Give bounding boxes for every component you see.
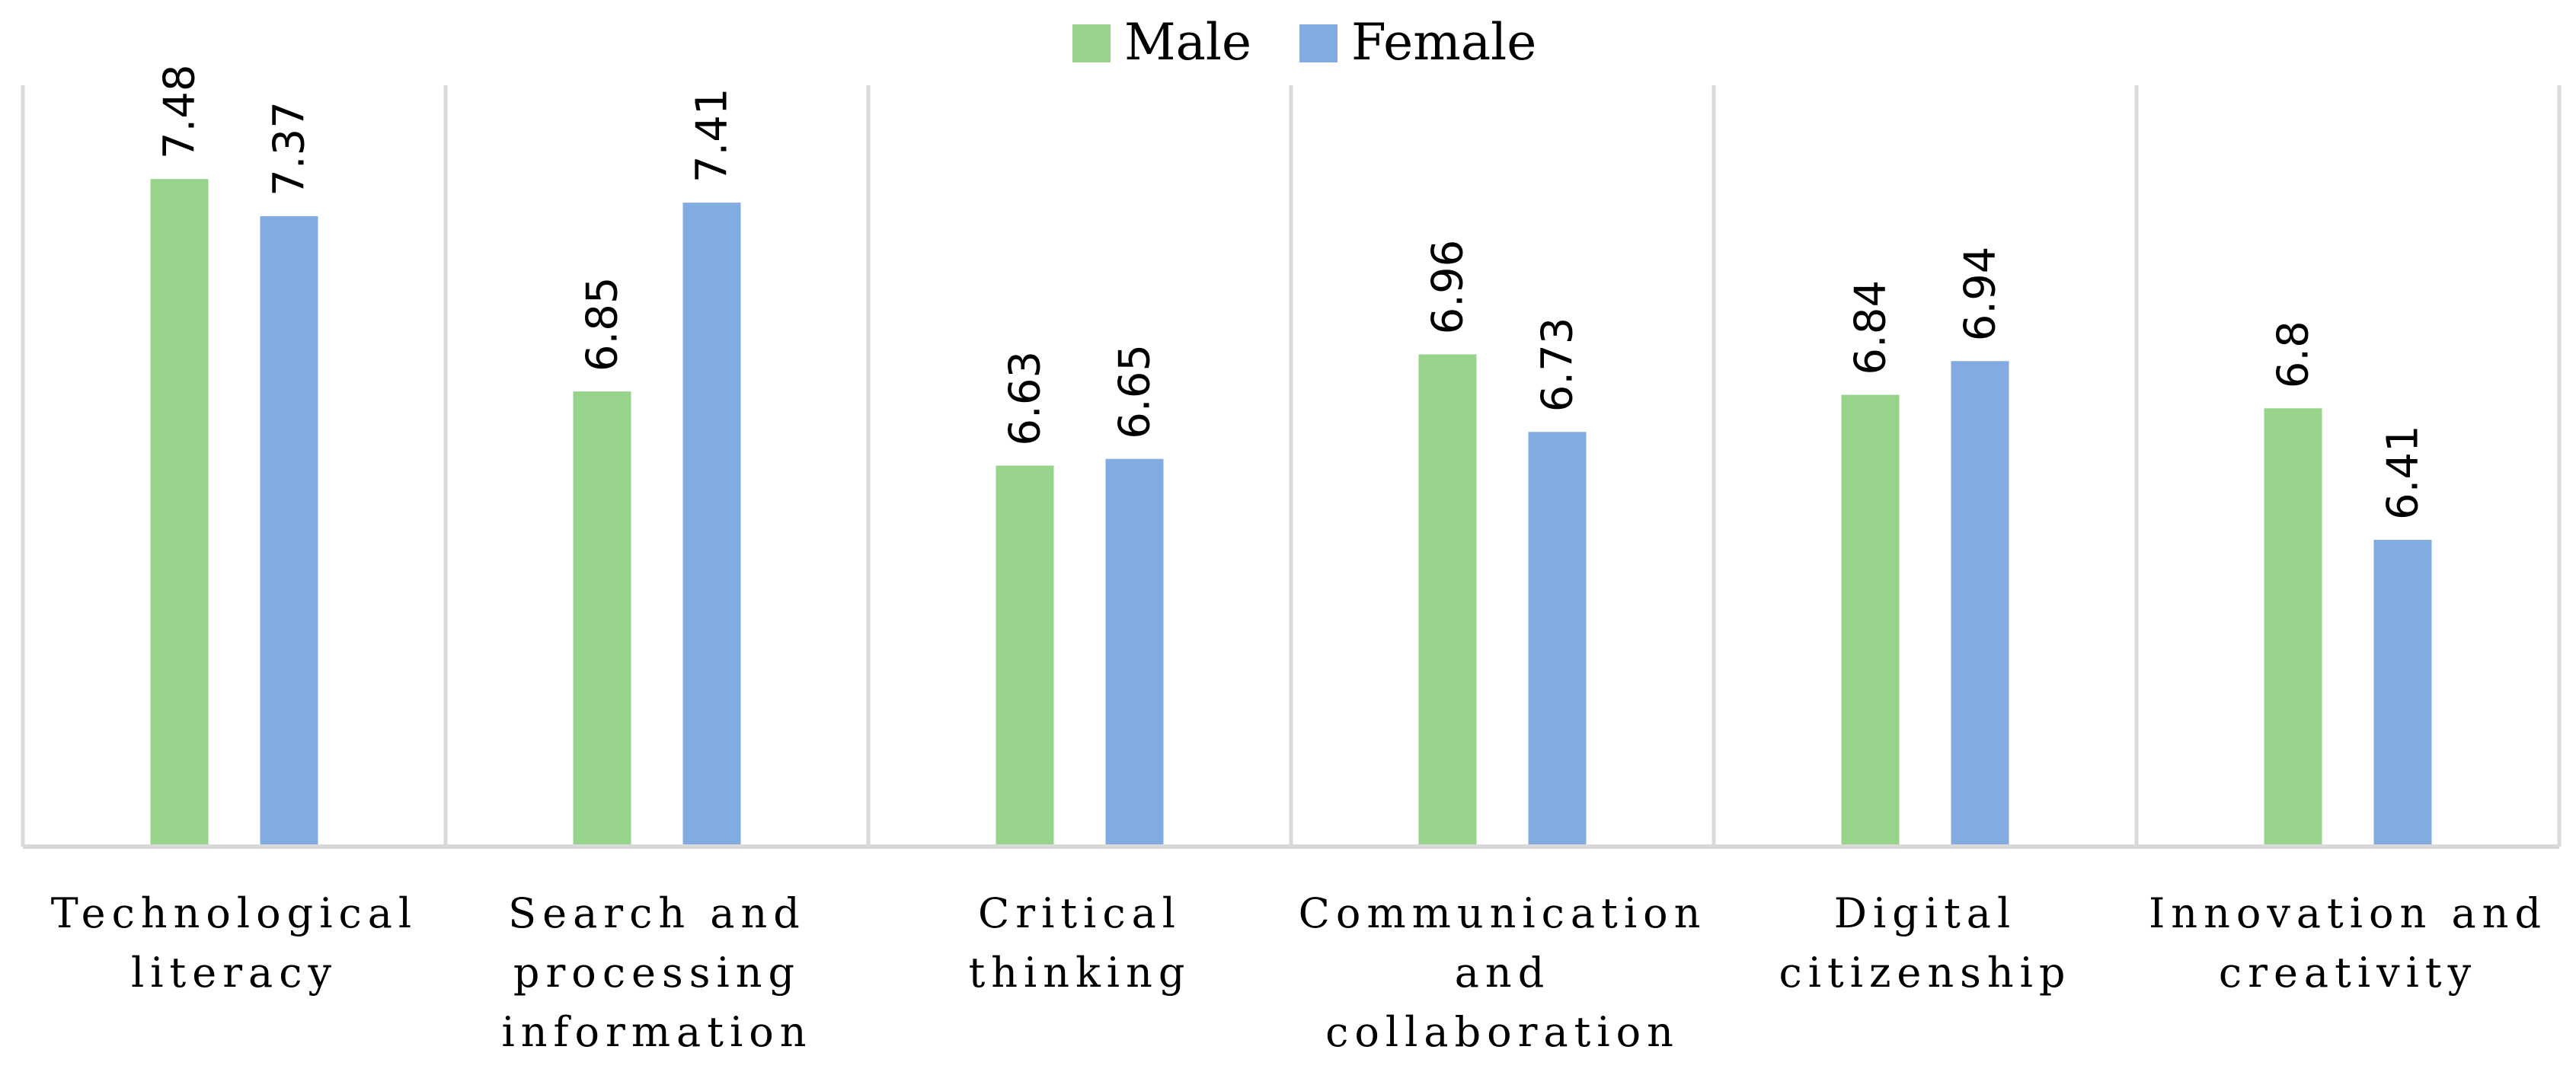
- legend-label-male: Male: [1124, 13, 1251, 72]
- category-tick-label: thinking: [969, 949, 1191, 997]
- legend-swatch-male: [1072, 24, 1111, 62]
- legend-swatch-female: [1299, 24, 1338, 62]
- category-tick-label: and: [1455, 949, 1551, 997]
- data-label-male: 6.63: [1001, 351, 1050, 446]
- chart-grid: [21, 85, 2562, 847]
- bar-male: [1841, 394, 1900, 847]
- data-label-male: 6.8: [2269, 321, 2319, 388]
- legend: Male Female: [1072, 13, 1536, 72]
- data-label-male: 6.96: [1424, 240, 1473, 335]
- bar-female: [682, 203, 741, 847]
- category-tick-label: processing: [513, 949, 801, 997]
- bar-male: [150, 179, 209, 847]
- data-label-female: 6.65: [1111, 344, 1160, 439]
- category-tick-label: collaboration: [1325, 1008, 1680, 1056]
- legend-label-female: Female: [1351, 13, 1536, 72]
- category-tick-label: creativity: [2219, 949, 2477, 997]
- data-label-female: 7.41: [688, 88, 737, 183]
- category-tick-label: Digital: [1834, 889, 2017, 937]
- x-axis: Technological literacy Search and processin…: [23, 844, 2559, 1056]
- category-tick-label: citizenship: [1779, 949, 2072, 997]
- category-tick-label: Critical: [978, 889, 1181, 937]
- category-tick-label: Technological: [51, 889, 417, 937]
- bar-male: [996, 465, 1054, 847]
- data-labels: 7.48 7.37 6.85 7.41 6.63 6.65 6.96 6.73 6.84 6.94…: [155, 64, 2428, 520]
- category-tick-label: literacy: [131, 949, 337, 997]
- category-tick-label: Search and: [508, 889, 806, 937]
- bar-male: [573, 391, 631, 847]
- chart-bars: [150, 179, 2432, 847]
- data-label-female: 7.37: [265, 101, 315, 196]
- category-tick-label: information: [501, 1008, 812, 1056]
- data-label-male: 6.85: [578, 276, 628, 372]
- bar-male: [2264, 408, 2322, 847]
- bar-female: [1105, 458, 1164, 847]
- data-label-female: 6.73: [1533, 317, 1583, 413]
- data-label-male: 6.84: [1846, 280, 1896, 375]
- data-label-female: 6.94: [1956, 247, 2006, 342]
- bar-female: [260, 215, 318, 847]
- category-tick-label: Communication: [1299, 889, 1707, 937]
- bar-female: [2373, 540, 2432, 847]
- data-label-female: 6.41: [2379, 425, 2428, 520]
- data-label-male: 7.48: [155, 64, 205, 159]
- bar-female: [1528, 432, 1587, 847]
- bar-female: [1951, 361, 2009, 847]
- category-tick-label: Innovation and: [2149, 889, 2547, 937]
- bar-male: [1418, 354, 1477, 847]
